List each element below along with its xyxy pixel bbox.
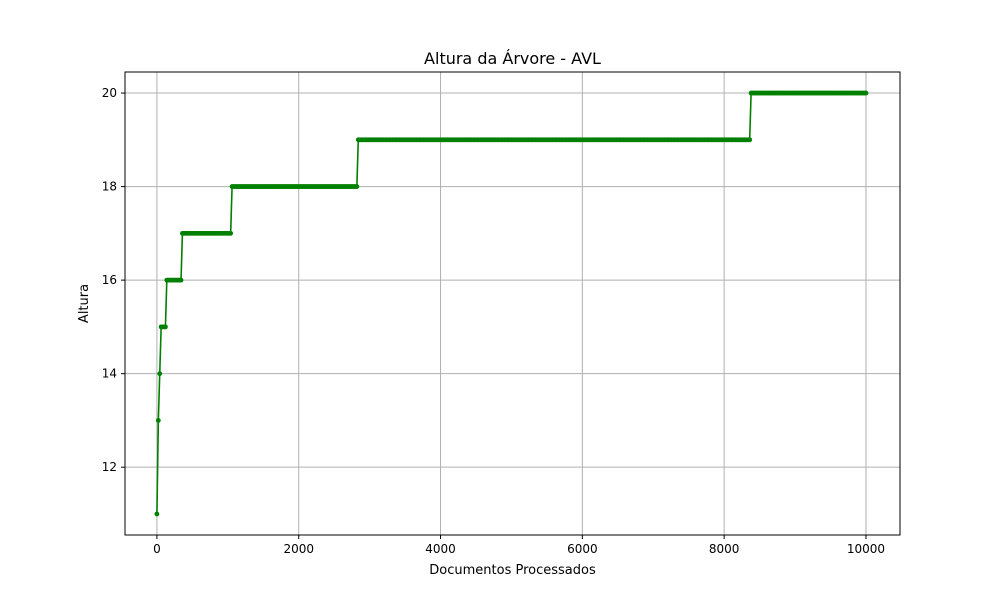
data-point <box>747 137 753 143</box>
data-point <box>228 230 234 236</box>
chart-title: Altura da Árvore - AVL <box>424 49 601 68</box>
y-tick-label: 20 <box>102 86 117 100</box>
tick-layer: 0 2000 4000 6000 8000 10000 12 14 16 18 20 <box>102 86 885 556</box>
x-axis-label: Documentos Processados <box>429 563 596 578</box>
data-layer <box>154 90 869 517</box>
y-tick-label: 18 <box>102 180 117 194</box>
y-tick-label: 16 <box>102 273 117 287</box>
x-tick-label: 10000 <box>847 542 885 556</box>
plot-frame <box>124 71 901 536</box>
y-tick-label: 14 <box>102 367 117 381</box>
data-point <box>154 511 160 517</box>
data-point <box>863 90 869 96</box>
data-point <box>163 324 168 330</box>
data-point <box>155 418 161 423</box>
x-tick-label: 8000 <box>709 542 740 556</box>
x-tick-label: 6000 <box>567 542 598 556</box>
data-point <box>157 371 163 377</box>
y-axis-label: Altura <box>77 284 92 323</box>
y-tick-label: 12 <box>102 460 117 474</box>
x-tick-label: 4000 <box>425 542 456 556</box>
grid-layer <box>125 72 900 535</box>
data-point <box>178 277 184 283</box>
series-markers <box>154 90 869 517</box>
x-tick-label: 2000 <box>283 542 314 556</box>
x-tick-label: 0 <box>153 542 161 556</box>
data-point <box>354 184 360 189</box>
